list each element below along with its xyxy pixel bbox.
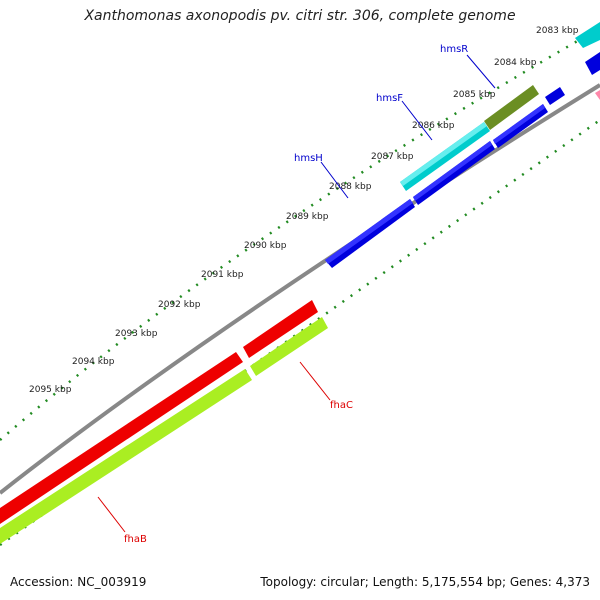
gene-label-hmsR[interactable]: hmsR bbox=[440, 44, 468, 55]
feature-cyan-1[interactable] bbox=[400, 122, 490, 191]
tick-label: 2089 kbp bbox=[286, 212, 329, 222]
gene-label-hmsF[interactable]: hmsF bbox=[376, 93, 403, 104]
tick-label: 2086 kbp bbox=[412, 121, 455, 131]
ruler-outer bbox=[0, 26, 600, 441]
map-title: Xanthomonas axonopodis pv. citri str. 30… bbox=[84, 8, 516, 24]
tick-label: 2093 kbp bbox=[115, 329, 158, 339]
feature-blue-2[interactable] bbox=[413, 141, 495, 205]
tick-label: 2083 kbp bbox=[536, 26, 579, 36]
feature-blue-5[interactable] bbox=[585, 52, 600, 75]
feature-blue-1[interactable] bbox=[325, 199, 415, 268]
feature-olive-1[interactable] bbox=[484, 85, 539, 130]
tick-label: 2091 kbp bbox=[201, 270, 244, 280]
tick-label: 2092 kbp bbox=[158, 300, 201, 310]
tick-label: 2088 kbp bbox=[329, 182, 372, 192]
genome-summary: Topology: circular; Length: 5,175,554 bp… bbox=[260, 575, 590, 589]
tick-label: 2085 kbp bbox=[453, 90, 496, 100]
tick-labels: 2083 kbp 2084 kbp 2085 kbp 2086 kbp 2087 kbp… bbox=[29, 26, 579, 395]
gene-label-hmsH[interactable]: hmsH bbox=[294, 153, 323, 164]
genome-backbone bbox=[0, 83, 600, 495]
tick-label: 2090 kbp bbox=[244, 241, 287, 251]
gene-label-fhaC[interactable]: fhaC bbox=[330, 400, 353, 411]
feature-blue-3[interactable] bbox=[493, 104, 548, 148]
feature-pink[interactable] bbox=[595, 90, 600, 100]
tick-label: 2087 kbp bbox=[371, 152, 414, 162]
tick-label: 2094 kbp bbox=[72, 357, 115, 367]
feature-lime-2[interactable] bbox=[0, 369, 252, 544]
accession-label: Accession: NC_003919 bbox=[10, 575, 147, 589]
feature-red-1[interactable] bbox=[243, 300, 318, 358]
feature-lime-1[interactable] bbox=[250, 317, 328, 376]
feature-cyan-2[interactable] bbox=[575, 22, 600, 48]
tick-label: 2084 kbp bbox=[494, 58, 537, 68]
feature-red-2[interactable] bbox=[0, 352, 243, 524]
feature-blue-4[interactable] bbox=[545, 87, 565, 105]
tick-label: 2095 kbp bbox=[29, 385, 72, 395]
gene-label-fhaB[interactable]: fhaB bbox=[124, 534, 147, 545]
